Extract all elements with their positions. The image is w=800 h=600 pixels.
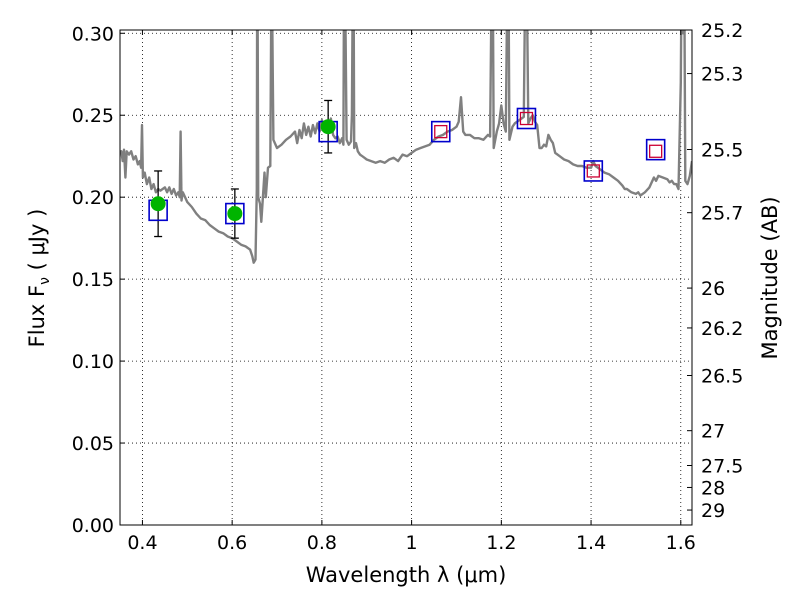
observed-marker xyxy=(227,206,243,222)
model-marker xyxy=(516,107,537,130)
y-tick-label: 0.00 xyxy=(72,515,114,537)
plot-frame xyxy=(119,29,693,526)
y-axis-label-subscript: ν xyxy=(37,277,53,285)
x-tick-label: 0.4 xyxy=(127,532,157,554)
right-axis-label: Magnitude (AB) xyxy=(758,196,782,359)
observed-marker xyxy=(320,119,336,135)
x-tick-label: 0.6 xyxy=(217,532,247,554)
x-tick-label: 1 xyxy=(406,532,418,554)
x-tick-label: 1.2 xyxy=(486,532,516,554)
y-tick-label: 0.30 xyxy=(72,23,114,45)
x-axis-ticks: 0.4 0.6 0.8 1 1.2 1.4 1.6 xyxy=(127,30,696,554)
mag-tick-label: 26.5 xyxy=(701,366,743,388)
mag-tick-label: 25.7 xyxy=(701,203,743,225)
x-tick-label: 1.6 xyxy=(666,532,696,554)
x-axis-label: Wavelength λ (μm) xyxy=(306,563,507,587)
y-tick-label: 0.20 xyxy=(72,187,114,209)
mag-tick-label: 28 xyxy=(701,477,725,499)
mag-tick-label: 25.2 xyxy=(701,20,743,42)
y-axis-label-text: Flux F xyxy=(25,285,49,347)
red-square-marker xyxy=(519,111,534,126)
red-square-marker xyxy=(586,164,600,178)
observed-marker xyxy=(150,196,166,212)
grid-lines xyxy=(120,30,692,525)
x-tick-label: 1.4 xyxy=(576,532,606,554)
spectrum-line xyxy=(120,30,692,264)
y-tick-label: 0.05 xyxy=(72,433,114,455)
y-tick-label: 0.15 xyxy=(72,269,114,291)
red-square-marker xyxy=(434,124,448,139)
y-tick-label: 0.10 xyxy=(72,351,114,373)
model-marker xyxy=(645,138,666,161)
model-photometry-markers xyxy=(148,107,666,225)
observed-photometry-markers xyxy=(150,119,336,222)
x-tick-label: 0.8 xyxy=(307,532,337,554)
mag-tick-label: 26.2 xyxy=(701,318,743,340)
y-axis-label-unit: ( μJy ) xyxy=(25,209,49,277)
red-square-marker xyxy=(649,144,663,158)
model-marker xyxy=(225,202,245,225)
mag-tick-label: 29 xyxy=(701,500,725,522)
y-axis-ticks: 0.00 0.05 0.10 0.15 0.20 0.25 0.30 xyxy=(72,23,125,537)
model-marker xyxy=(430,120,451,143)
mag-tick-label: 25.3 xyxy=(701,64,743,86)
mag-tick-label: 25.5 xyxy=(701,140,743,162)
spectrum-path xyxy=(120,30,692,264)
red-square-markers xyxy=(434,111,663,178)
mag-tick-label: 27.5 xyxy=(701,455,743,477)
mag-tick-label: 26 xyxy=(701,278,725,300)
mag-tick-label: 27 xyxy=(701,421,725,443)
y-tick-label: 0.25 xyxy=(72,105,114,127)
y-axis-label: Flux Fν ( μJy ) xyxy=(25,209,53,348)
model-marker xyxy=(583,160,604,182)
